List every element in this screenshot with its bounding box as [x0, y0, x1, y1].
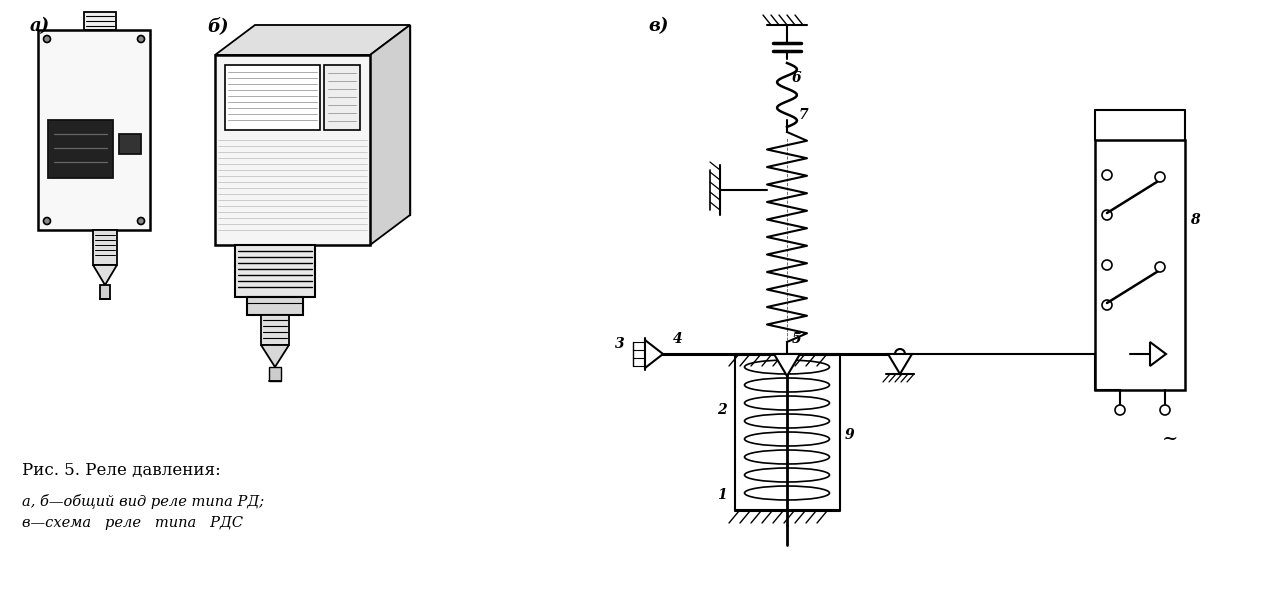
- Circle shape: [1115, 405, 1126, 415]
- Text: 6: 6: [792, 71, 801, 85]
- Circle shape: [137, 35, 145, 42]
- Text: а, б—общий вид реле типа РД;: а, б—общий вид реле типа РД;: [22, 494, 264, 509]
- Circle shape: [1155, 262, 1165, 272]
- Bar: [94, 230, 117, 265]
- Text: 9: 9: [845, 428, 855, 442]
- Text: 3: 3: [615, 337, 624, 351]
- Bar: [100, 285, 110, 299]
- Bar: [262, 315, 288, 345]
- Text: в—схема   реле   типа   РДС: в—схема реле типа РДС: [22, 516, 244, 530]
- Circle shape: [1103, 260, 1111, 270]
- Text: 7: 7: [799, 108, 809, 122]
- Polygon shape: [262, 345, 288, 367]
- Bar: [255, 25, 410, 215]
- Polygon shape: [888, 354, 912, 374]
- Text: 8: 8: [1190, 213, 1200, 227]
- Bar: [247, 297, 303, 315]
- Circle shape: [1155, 172, 1165, 182]
- Ellipse shape: [745, 378, 829, 392]
- Bar: [1095, 140, 1185, 390]
- Bar: [215, 55, 370, 245]
- Circle shape: [1103, 300, 1111, 310]
- Bar: [47, 120, 113, 178]
- Bar: [235, 245, 315, 297]
- Text: 4: 4: [673, 332, 682, 346]
- Text: Рис. 5. Реле давления:: Рис. 5. Реле давления:: [22, 462, 221, 479]
- Text: 2: 2: [717, 403, 727, 417]
- Circle shape: [44, 217, 50, 225]
- Bar: [735, 355, 840, 510]
- Ellipse shape: [745, 486, 829, 500]
- Circle shape: [44, 35, 50, 42]
- Ellipse shape: [745, 414, 829, 428]
- Text: ~: ~: [1161, 430, 1178, 448]
- Bar: [119, 134, 141, 154]
- Polygon shape: [370, 25, 410, 245]
- Circle shape: [1103, 210, 1111, 220]
- Ellipse shape: [745, 360, 829, 374]
- Circle shape: [137, 217, 145, 225]
- Polygon shape: [215, 25, 410, 55]
- Ellipse shape: [745, 396, 829, 410]
- Text: 5: 5: [792, 332, 801, 346]
- Bar: [269, 367, 281, 381]
- Text: в): в): [647, 17, 668, 35]
- Text: а): а): [29, 17, 50, 35]
- Bar: [85, 12, 115, 30]
- Text: 1: 1: [717, 488, 727, 502]
- Bar: [324, 65, 360, 130]
- Polygon shape: [645, 340, 663, 368]
- Bar: [38, 30, 150, 230]
- Text: б): б): [206, 17, 228, 35]
- Circle shape: [1160, 405, 1170, 415]
- Circle shape: [895, 349, 905, 359]
- Polygon shape: [774, 354, 800, 376]
- Ellipse shape: [745, 468, 829, 482]
- Polygon shape: [1150, 342, 1167, 366]
- Ellipse shape: [745, 432, 829, 446]
- Ellipse shape: [745, 450, 829, 464]
- Circle shape: [1103, 170, 1111, 180]
- Bar: [226, 65, 320, 130]
- Polygon shape: [94, 265, 117, 285]
